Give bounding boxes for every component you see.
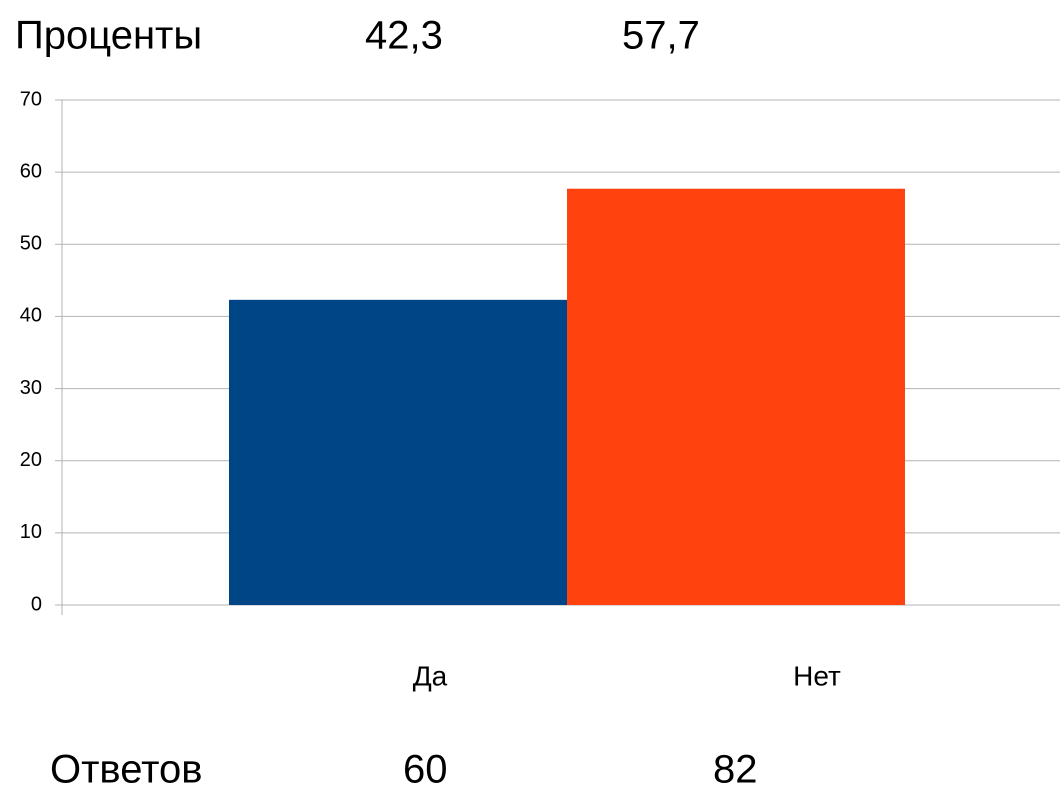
value-label: 57,7 [622, 14, 700, 58]
y-tick-label: 20 [20, 449, 42, 471]
y-tick-label: 40 [20, 305, 42, 327]
x-tick-label: Да [413, 660, 448, 691]
bar [229, 299, 567, 605]
y-tick-label: 50 [20, 233, 42, 255]
row-label: Проценты [15, 14, 202, 58]
x-tick-label: Нет [793, 660, 841, 691]
bar [567, 188, 905, 605]
row-label: Ответов [50, 748, 203, 792]
y-tick-label: 30 [20, 377, 42, 399]
count-value: 82 [713, 748, 758, 792]
y-tick-label: 0 [31, 593, 42, 615]
count-value: 60 [403, 748, 448, 792]
y-tick-label: 10 [20, 521, 42, 543]
y-tick-label: 60 [20, 160, 42, 182]
y-tick-label: 70 [20, 88, 42, 110]
value-label: 42,3 [365, 14, 443, 58]
